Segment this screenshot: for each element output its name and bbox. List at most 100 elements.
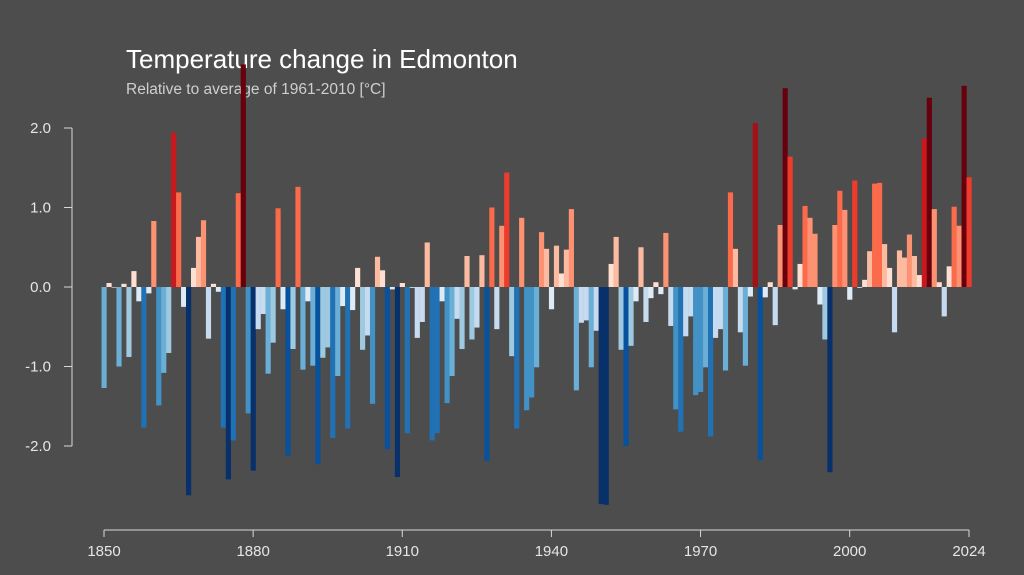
bar-1909 xyxy=(394,287,400,478)
bar-1965 xyxy=(673,287,679,410)
bar-2010 xyxy=(896,250,903,287)
chart-title: Temperature change in Edmonton xyxy=(126,44,518,74)
bar-1987 xyxy=(782,88,788,287)
bar-1874 xyxy=(220,287,226,428)
bar-1975 xyxy=(722,287,729,371)
bar-1992 xyxy=(807,217,813,287)
bar-1986 xyxy=(777,224,783,287)
bar-1852 xyxy=(111,287,117,288)
bar-2001 xyxy=(852,180,858,287)
bar-1884 xyxy=(270,287,276,343)
x-tick-label: 1880 xyxy=(236,543,269,560)
bar-1971 xyxy=(703,287,709,368)
bar-1997 xyxy=(832,224,838,287)
bar-1882 xyxy=(260,287,266,315)
bar-1891 xyxy=(305,287,311,302)
bar-1967 xyxy=(683,287,689,337)
y-tick-label: -1.0 xyxy=(25,359,51,376)
bar-1875 xyxy=(225,287,231,480)
bar-1917 xyxy=(434,287,440,434)
bar-1934 xyxy=(519,217,525,287)
bar-1958 xyxy=(638,247,644,287)
bar-1872 xyxy=(210,283,217,287)
bar-2024 xyxy=(966,177,972,287)
bar-1861 xyxy=(156,287,162,406)
bar-2005 xyxy=(872,183,878,287)
x-tick-label: 2000 xyxy=(833,543,866,560)
bar-1947 xyxy=(583,287,589,321)
bar-2003 xyxy=(862,279,868,287)
bar-1850 xyxy=(101,287,107,388)
bar-1901 xyxy=(355,267,361,287)
bar-1858 xyxy=(141,287,147,428)
bar-1867 xyxy=(186,287,192,496)
bar-1939 xyxy=(543,248,550,287)
bar-2004 xyxy=(867,251,873,287)
bar-1951 xyxy=(603,287,609,505)
bar-2018 xyxy=(936,282,942,287)
bar-1974 xyxy=(717,287,724,330)
bar-1886 xyxy=(280,287,286,310)
bar-1963 xyxy=(663,232,669,287)
bar-1970 xyxy=(698,287,704,392)
bar-1912 xyxy=(409,287,415,288)
bar-1949 xyxy=(593,287,599,331)
bar-1932 xyxy=(509,287,515,357)
bar-1929 xyxy=(494,287,500,330)
bar-1959 xyxy=(643,287,649,322)
bar-1873 xyxy=(215,287,222,292)
bar-2015 xyxy=(921,138,927,287)
bar-1948 xyxy=(588,287,594,368)
y-tick-label: -2.0 xyxy=(25,438,51,455)
bars-group xyxy=(101,64,972,505)
bar-1999 xyxy=(842,209,848,287)
bar-1859 xyxy=(146,287,152,294)
bar-1950 xyxy=(598,287,604,505)
bar-1915 xyxy=(424,242,430,287)
bar-1862 xyxy=(161,287,167,373)
y-tick-label: 0.0 xyxy=(30,279,51,296)
bar-1888 xyxy=(290,287,296,350)
bar-1900 xyxy=(350,287,356,311)
bar-1978 xyxy=(737,287,744,333)
y-tick-label: 1.0 xyxy=(30,200,51,217)
bar-1860 xyxy=(151,221,157,287)
bar-1857 xyxy=(136,287,142,302)
bar-1979 xyxy=(742,287,748,366)
bar-1960 xyxy=(648,287,654,299)
bar-1898 xyxy=(340,287,346,307)
bar-1943 xyxy=(563,249,570,287)
bar-1968 xyxy=(688,287,694,317)
bar-1984 xyxy=(767,282,773,287)
bar-1899 xyxy=(345,287,351,429)
bar-1962 xyxy=(658,287,664,295)
bar-1851 xyxy=(106,283,112,287)
bar-1903 xyxy=(364,287,371,336)
bar-1913 xyxy=(414,287,420,338)
bar-1855 xyxy=(126,287,132,357)
bar-1957 xyxy=(633,287,639,302)
bar-1877 xyxy=(235,193,241,287)
bar-2012 xyxy=(906,234,913,287)
bar-2011 xyxy=(901,257,908,287)
bar-1944 xyxy=(568,209,574,287)
bar-1940 xyxy=(548,287,555,310)
bar-1893 xyxy=(315,287,321,465)
bar-1982 xyxy=(757,287,763,461)
bar-1904 xyxy=(369,287,376,404)
bar-1856 xyxy=(131,271,137,287)
bar-1933 xyxy=(514,287,520,429)
bar-2013 xyxy=(911,256,917,288)
bar-1902 xyxy=(360,287,366,350)
bar-1930 xyxy=(499,225,505,287)
bar-1916 xyxy=(429,287,435,441)
bar-1928 xyxy=(489,207,495,287)
y-axis-ticks: 2.0 1.0 0.0 -1.0 -2.0 xyxy=(25,120,72,455)
x-axis-ticks: 1850 1880 1910 1940 1970 2000 2024 xyxy=(87,530,986,560)
bar-1941 xyxy=(553,245,560,287)
bar-1925 xyxy=(474,287,480,328)
bar-1985 xyxy=(772,287,778,326)
bar-1919 xyxy=(444,287,450,404)
bar-1908 xyxy=(389,287,396,290)
bar-1981 xyxy=(752,123,758,287)
